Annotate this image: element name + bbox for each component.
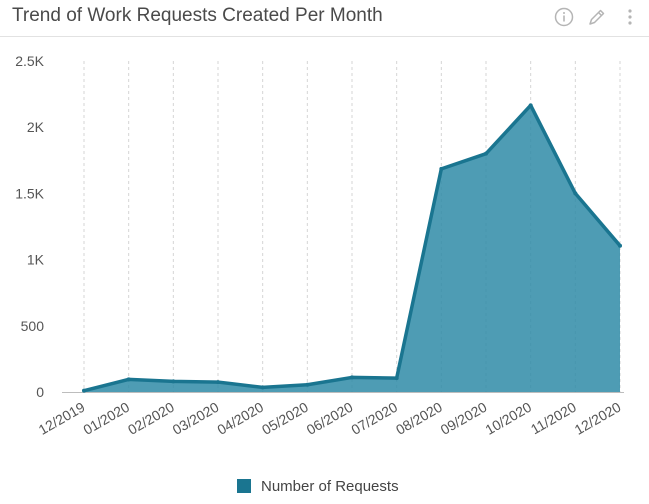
- x-tick-label: 03/2020: [170, 399, 222, 438]
- x-tick-label: 02/2020: [125, 399, 177, 438]
- x-tick-label: 12/2019: [36, 399, 88, 438]
- data-point: [350, 375, 354, 380]
- area-fill: [84, 105, 620, 392]
- data-point: [82, 388, 86, 393]
- data-point: [305, 382, 310, 387]
- data-point: [484, 151, 488, 156]
- x-tick-label: 01/2020: [80, 399, 132, 438]
- x-tick-label: 07/2020: [348, 399, 400, 438]
- y-tick-label: 1.5K: [15, 185, 44, 201]
- x-tick-label: 04/2020: [214, 399, 266, 438]
- x-tick-label: 06/2020: [304, 399, 356, 438]
- x-tick-label: 10/2020: [482, 399, 534, 438]
- area-chart: 0 500 1K 1.5K 2K 2.5K 12/201901/202002/202003/…: [15, 53, 624, 438]
- chart-legend: Number of Requests: [237, 476, 399, 496]
- y-tick-label: 2K: [27, 119, 45, 135]
- y-tick-label: 0: [36, 384, 44, 400]
- x-tick-label: 08/2020: [393, 399, 445, 438]
- more-vertical-icon[interactable]: [619, 6, 637, 28]
- pencil-icon[interactable]: [586, 6, 608, 28]
- y-tick-label: 500: [21, 318, 45, 334]
- y-tick-label: 2.5K: [15, 53, 44, 69]
- x-tick-label: 12/2020: [572, 399, 624, 438]
- x-tick-label: 05/2020: [259, 399, 311, 438]
- data-point: [528, 103, 533, 108]
- x-tick-label: 11/2020: [528, 399, 579, 438]
- data-point: [573, 191, 578, 196]
- y-tick-label: 1K: [27, 252, 45, 268]
- x-tick-label: 09/2020: [438, 399, 490, 438]
- info-icon[interactable]: [553, 6, 575, 28]
- legend-swatch: [237, 479, 251, 493]
- data-point: [216, 380, 220, 385]
- data-point: [126, 377, 131, 382]
- data-point: [618, 243, 622, 248]
- data-point: [260, 385, 265, 390]
- chart-title: Trend of Work Requests Created Per Month: [12, 5, 383, 26]
- legend-label: Number of Requests: [261, 477, 399, 495]
- data-point: [439, 166, 444, 171]
- data-point: [394, 376, 399, 381]
- data-point: [171, 379, 176, 384]
- widget-header: Trend of Work Requests Created Per Month: [0, 0, 649, 37]
